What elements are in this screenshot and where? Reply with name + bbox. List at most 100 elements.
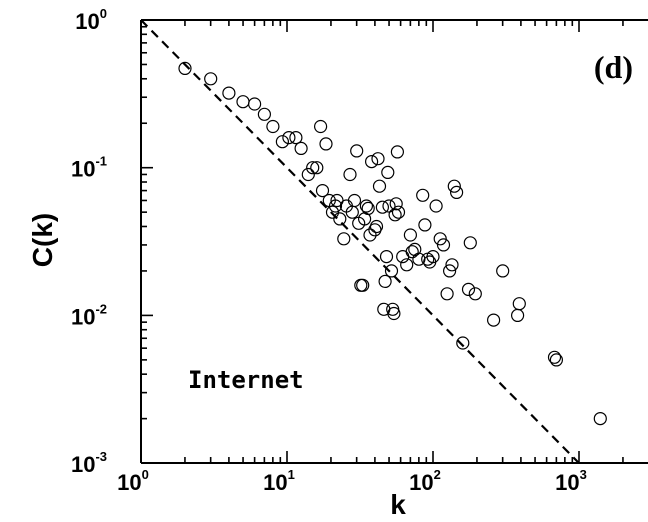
x-axis-title: k bbox=[390, 489, 406, 520]
y-tick-base: 10 bbox=[71, 304, 95, 329]
data-point bbox=[416, 188, 430, 202]
data-point bbox=[365, 155, 379, 169]
y-tick-exponent: -3 bbox=[95, 449, 107, 464]
data-point bbox=[487, 313, 501, 327]
x-tick-exponent: 3 bbox=[580, 467, 587, 482]
x-tick-base: 10 bbox=[409, 470, 433, 495]
y-tick-label: 10-3 bbox=[71, 449, 107, 477]
data-point bbox=[433, 232, 447, 246]
data-point bbox=[593, 412, 607, 426]
data-point bbox=[382, 199, 396, 213]
data-point bbox=[222, 86, 236, 100]
x-tick-base: 10 bbox=[117, 470, 141, 495]
data-point bbox=[315, 184, 330, 198]
y-tick-label: 10-2 bbox=[71, 301, 107, 329]
internet-annotation: Internet bbox=[188, 366, 304, 394]
data-point bbox=[510, 308, 525, 322]
data-point bbox=[450, 185, 464, 199]
data-point bbox=[456, 336, 470, 350]
data-point bbox=[512, 297, 526, 311]
y-tick-base: 10 bbox=[71, 452, 95, 477]
y-tick-exponent: 0 bbox=[100, 6, 107, 21]
data-point bbox=[418, 218, 432, 232]
data-point bbox=[386, 302, 400, 316]
data-point bbox=[371, 152, 385, 166]
data-point bbox=[387, 306, 401, 321]
data-point bbox=[294, 141, 308, 155]
x-tick-exponent: 1 bbox=[288, 467, 295, 482]
data-point bbox=[463, 236, 477, 250]
data-point bbox=[266, 119, 280, 134]
data-point bbox=[390, 145, 404, 159]
x-tick-label: 101 bbox=[263, 467, 295, 495]
data-point bbox=[445, 258, 459, 272]
data-point bbox=[429, 199, 443, 213]
data-point bbox=[257, 107, 271, 121]
data-point bbox=[443, 264, 457, 278]
data-point bbox=[343, 167, 357, 182]
data-point bbox=[306, 161, 320, 175]
data-point bbox=[405, 245, 419, 259]
data-point bbox=[204, 72, 218, 86]
data-point bbox=[333, 212, 347, 226]
data-point bbox=[391, 205, 406, 219]
data-point bbox=[347, 193, 362, 208]
data-point bbox=[337, 232, 351, 246]
data-point bbox=[275, 135, 289, 149]
data-point bbox=[310, 161, 324, 175]
data-point bbox=[468, 287, 482, 301]
panel-label: (d) bbox=[594, 49, 633, 85]
data-point bbox=[426, 250, 440, 264]
data-point bbox=[325, 205, 340, 219]
data-point bbox=[436, 238, 451, 252]
x-tick-exponent: 2 bbox=[434, 467, 441, 482]
plot-area bbox=[140, 19, 607, 464]
data-point bbox=[356, 278, 370, 292]
data-point bbox=[372, 179, 387, 193]
data-point bbox=[236, 95, 250, 109]
data-point bbox=[361, 201, 375, 215]
y-tick-label: 10-1 bbox=[71, 154, 107, 182]
data-point bbox=[379, 250, 394, 264]
y-tick-label: 100 bbox=[75, 6, 107, 34]
data-point bbox=[314, 119, 328, 134]
data-point bbox=[375, 200, 389, 214]
data-point bbox=[319, 137, 333, 151]
y-axis-title: C(k) bbox=[27, 213, 58, 267]
data-point bbox=[378, 274, 392, 288]
data-point bbox=[403, 228, 417, 242]
y-tick-exponent: -2 bbox=[95, 301, 107, 316]
y-tick-base: 10 bbox=[71, 157, 95, 182]
data-point bbox=[447, 179, 461, 193]
data-point bbox=[369, 219, 384, 234]
data-point bbox=[359, 199, 373, 213]
x-tick-base: 10 bbox=[555, 470, 579, 495]
data-point bbox=[381, 165, 395, 179]
data-point bbox=[440, 287, 454, 301]
tick-marks bbox=[140, 19, 624, 464]
data-point bbox=[282, 131, 296, 145]
data-point bbox=[328, 199, 343, 213]
data-point bbox=[363, 228, 377, 242]
x-tick-base: 10 bbox=[263, 470, 287, 495]
data-point bbox=[301, 167, 315, 182]
reference-line bbox=[140, 19, 580, 464]
x-tick-label: 103 bbox=[555, 467, 587, 495]
x-tick-exponent: 0 bbox=[142, 467, 149, 482]
x-tick-label: 100 bbox=[117, 467, 149, 495]
data-point bbox=[388, 208, 402, 222]
data-point bbox=[400, 258, 414, 272]
data-point bbox=[350, 144, 364, 158]
y-tick-exponent: -1 bbox=[95, 154, 107, 169]
data-point bbox=[289, 131, 303, 145]
data-point bbox=[178, 61, 192, 76]
data-point bbox=[547, 350, 562, 364]
data-point bbox=[248, 97, 262, 111]
data-point bbox=[389, 197, 403, 211]
x-tick-label: 102 bbox=[409, 467, 441, 495]
data-point bbox=[496, 264, 510, 278]
data-point bbox=[384, 264, 399, 278]
y-tick-base: 10 bbox=[75, 9, 99, 34]
